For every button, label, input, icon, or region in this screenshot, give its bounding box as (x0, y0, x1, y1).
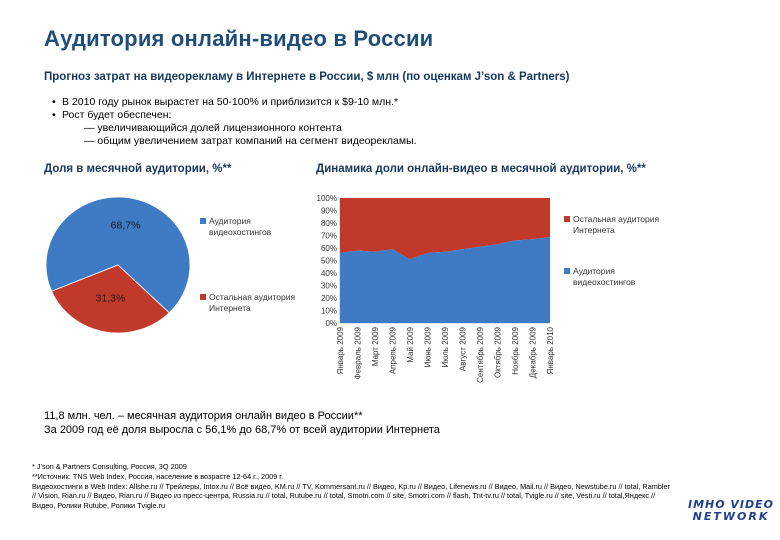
audience-summary: 11,8 млн. чел. – месячная аудитория онла… (44, 409, 440, 437)
pie-data-label: 68,7% (111, 219, 141, 231)
bullet-text: Рост будет обеспечен: (62, 109, 172, 121)
x-tick-label: Январь 2009 (336, 326, 345, 374)
footnote: // Vision, Rian.ru // Видео, Rian.ru // … (32, 491, 656, 501)
legend-swatch (200, 294, 206, 300)
x-tick-label: Август 2009 (459, 326, 468, 371)
y-tick-label: 0% (325, 319, 337, 328)
x-tick-label: Июнь 2009 (424, 326, 433, 367)
logo-line: NETWORK (692, 510, 770, 523)
area-y-ticks: 0% 10% 20% 30% 40% 50% 60% 70% 80% 90% 100% (317, 194, 337, 328)
bullet-item: • Рост будет обеспечен: (52, 109, 417, 122)
footnotes: * J’son & Partners Consulting, Россия, 3… (32, 462, 682, 511)
y-tick-label: 10% (321, 307, 337, 316)
legend-label: видеохостингов (573, 277, 636, 287)
x-tick-label: Октябрь 2009 (494, 326, 503, 378)
x-tick-label: Май 2009 (406, 326, 415, 362)
x-tick-label: Сентябрь 2009 (476, 326, 485, 382)
footnote: Видеохостинги в Web Index: Allshe.ru // … (32, 481, 670, 491)
legend-swatch (564, 268, 570, 274)
legend-label: Аудитория (573, 266, 615, 276)
bullet-dot: • (52, 96, 56, 108)
area-series (340, 198, 550, 323)
page-title: Аудитория онлайн-видео в России (44, 26, 434, 51)
y-tick-label: 40% (321, 269, 337, 278)
y-tick-label: 60% (321, 244, 337, 253)
legend-label: Интернета (573, 225, 615, 235)
legend-label: видеохостингов (209, 227, 272, 237)
footnote: Видео, Ролики Rutube, Ролики Tvigle.ru (32, 501, 166, 511)
area-x-ticks: Январь 2009 Февраль 2009 Март 2009 Апрель 2… (336, 326, 555, 382)
y-tick-label: 50% (321, 257, 337, 266)
pie-chart-title: Доля в месячной аудитории, %** (44, 163, 232, 175)
footnote: **Источник: TNS Web Index, Россия, насел… (32, 471, 284, 481)
logo-line: IMHO VIDEO (687, 498, 775, 511)
x-tick-label: Ноябрь 2009 (511, 326, 520, 374)
pie-labels: 68,7% 31,3% (96, 219, 141, 304)
x-tick-label: Июль 2009 (441, 326, 450, 367)
legend-label: Остальная аудитория (573, 214, 659, 224)
bullet-dot: • (52, 109, 56, 121)
pie-slices (45, 196, 191, 334)
area-chart: 0% 10% 20% 30% 40% 50% 60% 70% 80% 90% 100% Январь… (317, 194, 660, 383)
pie-data-label: 31,3% (96, 293, 126, 305)
x-tick-label: Апрель 2009 (389, 326, 398, 374)
sub-bullet: — общим увеличением затрат компаний на с… (84, 135, 417, 147)
area-series-video-hosting (340, 237, 550, 323)
forecast-bullets: • В 2010 году рынок вырастет на 50-100% … (52, 96, 417, 148)
x-tick-label: Декабрь 2009 (529, 326, 538, 378)
sub-bullet: — увеличивающийся долей лицензионного ко… (84, 122, 342, 134)
x-tick-label: Февраль 2009 (354, 326, 363, 379)
y-tick-label: 100% (317, 194, 337, 203)
y-tick-label: 70% (321, 232, 337, 241)
bullet-text: В 2010 году рынок вырастет на 50-100% и … (62, 96, 399, 108)
footnote: * J’son & Partners Consulting, Россия, 3… (32, 462, 187, 471)
x-tick-label: Март 2009 (371, 326, 380, 366)
legend-label: Аудитория (209, 216, 251, 226)
imho-video-network-logo: IMHO VIDEO NETWORK (686, 499, 776, 523)
legend-label: Интернета (209, 303, 251, 313)
bullet-item: • В 2010 году рынок вырастет на 50-100% … (52, 96, 417, 109)
legend-swatch (564, 216, 570, 222)
y-tick-label: 80% (321, 219, 337, 228)
pie-slice (45, 196, 191, 314)
pie-slice (51, 264, 170, 334)
area-series-other-internet (340, 198, 550, 260)
legend-label: Остальная аудитория (209, 292, 295, 302)
area-chart-title: Динамика доли онлайн-видео в месячной ау… (316, 163, 646, 175)
summary-line: 11,8 млн. чел. – месячная аудитория онла… (44, 410, 363, 422)
summary-line: За 2009 год её доля выросла с 56,1% до 6… (44, 424, 440, 436)
x-tick-label: Январь 2010 (546, 326, 555, 374)
forecast-subtitle: Прогноз затрат на видеорекламу в Интерне… (44, 71, 570, 83)
y-tick-label: 30% (321, 282, 337, 291)
y-tick-label: 90% (321, 207, 337, 216)
y-tick-label: 20% (321, 294, 337, 303)
legend-swatch (200, 218, 206, 224)
